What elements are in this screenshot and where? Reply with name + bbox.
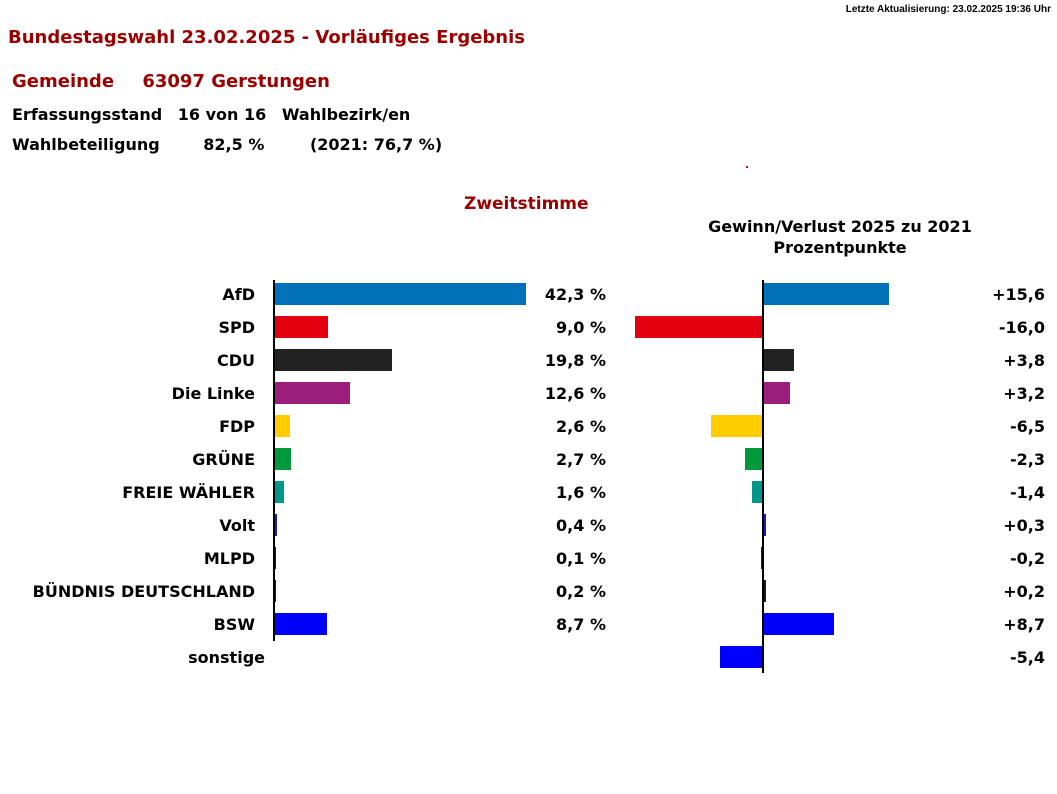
vote-bar [275,415,291,437]
vote-bar [275,448,291,470]
red-dot [746,166,748,168]
change-bar [711,415,763,437]
change-bar [744,448,763,470]
change-axis [762,280,764,673]
party-label: FDP [219,417,255,436]
change-label: +0,3 [1003,516,1045,535]
party-label: CDU [216,351,255,370]
last-update: Letzte Aktualisierung: 23.02.2025 19:36 … [845,4,1051,15]
change-title: Gewinn/Verlust 2025 zu 2021 [708,217,972,236]
party-label: BÜNDNIS DEUTSCHLAND [32,582,255,601]
vote-percent-label: 0,2 % [556,582,606,601]
change-label: -16,0 [998,318,1045,337]
turnout-label: Wahlbeteiligung [12,135,160,154]
vote-bar [275,514,278,536]
party-label: FREIE WÄHLER [122,483,255,502]
page-title: Bundestagswahl 23.02.2025 - Vorläufiges … [8,27,525,48]
vote-bar [275,613,327,635]
change-label: +8,7 [1003,615,1045,634]
turnout: Wahlbeteiligung 82,5 % (2021: 76,7 %) [12,135,442,154]
party-label: BSW [213,615,255,634]
change-label: +15,6 [992,285,1045,304]
vote-percent-label: 8,7 % [556,615,606,634]
coverage-label: Erfassungsstand [12,105,163,124]
vote-bar [275,382,350,404]
vote-bar [275,481,285,503]
vote-percent-label: 12,6 % [544,384,606,403]
change-bar [764,283,889,305]
change-label: -6,5 [1010,417,1045,436]
coverage-value: 16 von 16 [177,105,267,124]
change-label: -1,4 [1010,483,1045,502]
party-label: AfD [222,285,255,304]
party-label: MLPD [203,549,255,568]
change-bar [764,580,766,602]
vote-bar [275,547,276,569]
change-bar [719,646,763,668]
change-bar [635,316,763,338]
vote-bar [275,580,277,602]
vote-axis [273,280,275,641]
vote-percent-label: 1,6 % [556,483,606,502]
vote-percent-label: 2,7 % [556,450,606,469]
turnout-previous: (2021: 76,7 %) [309,135,443,154]
party-label: GRÜNE [192,450,255,469]
municipality-name: 63097 Gerstungen [142,71,330,92]
municipality: Gemeinde 63097 Gerstungen [12,71,330,92]
vote-bar [275,316,329,338]
chart-title-second-vote: Zweitstimme [464,194,589,214]
change-subtitle: Prozentpunkte [773,238,907,257]
change-bar [764,382,790,404]
change-bar [764,514,767,536]
party-label: sonstige [188,648,265,667]
party-label: SPD [218,318,255,337]
chart-title-change: Gewinn/Verlust 2025 zu 2021 Prozentpunkt… [680,216,1000,258]
vote-percent-label: 9,0 % [556,318,606,337]
change-label: -0,2 [1010,549,1045,568]
turnout-value: 82,5 % [203,135,265,154]
change-label: +3,8 [1003,351,1045,370]
vote-percent-label: 0,4 % [556,516,606,535]
vote-percent-label: 0,1 % [556,549,606,568]
vote-bar [275,283,526,305]
vote-percent-label: 19,8 % [544,351,606,370]
change-bar [751,481,763,503]
vote-percent-label: 42,3 % [544,285,606,304]
party-label: Volt [219,516,255,535]
change-label: -2,3 [1010,450,1045,469]
coverage: Erfassungsstand 16 von 16 Wahlbezirk/en [12,105,410,124]
vote-bar [275,349,393,371]
party-label: Die Linke [171,384,255,403]
change-label: -5,4 [1010,648,1045,667]
vote-percent-label: 2,6 % [556,417,606,436]
change-bar [764,349,795,371]
change-bar [764,613,834,635]
municipality-label: Gemeinde [12,71,115,92]
change-label: +3,2 [1003,384,1045,403]
change-label: +0,2 [1003,582,1045,601]
coverage-unit: Wahlbezirk/en [281,105,411,124]
